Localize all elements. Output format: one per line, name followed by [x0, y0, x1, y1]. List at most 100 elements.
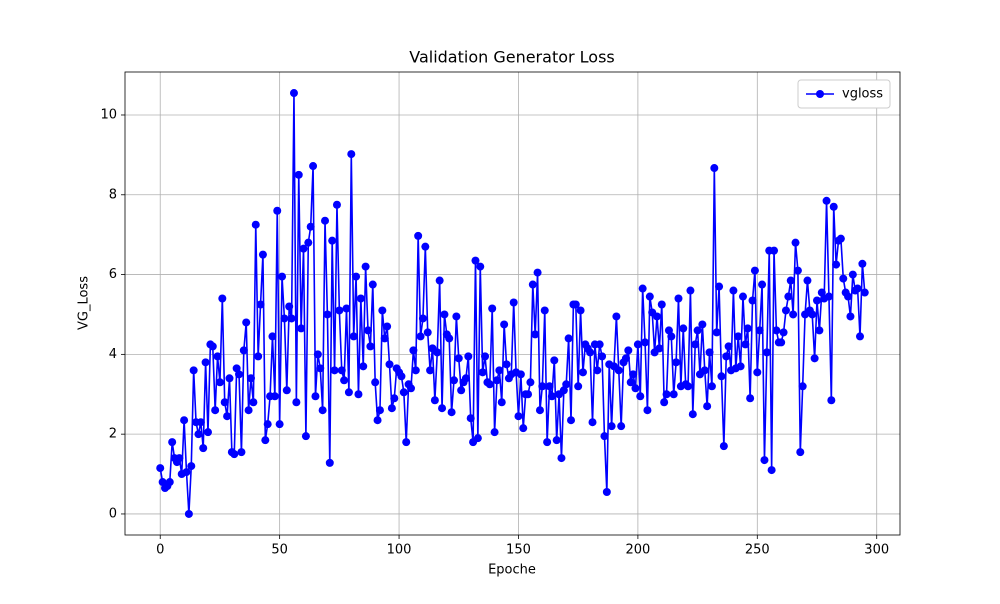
data-point: [839, 274, 848, 283]
data-point: [449, 376, 458, 385]
data-point: [824, 292, 833, 301]
data-point: [299, 244, 308, 253]
data-point: [550, 356, 559, 365]
data-point: [211, 406, 220, 415]
data-point: [406, 384, 415, 393]
data-point: [588, 418, 597, 427]
x-tick-label: 0: [156, 543, 164, 558]
data-point: [414, 231, 423, 240]
y-tick-label: 4: [109, 347, 117, 362]
data-point: [767, 466, 776, 475]
data-point: [789, 310, 798, 319]
data-point: [452, 312, 461, 321]
data-point: [540, 306, 549, 315]
data-point: [817, 288, 826, 297]
data-point: [688, 410, 697, 419]
data-point: [251, 220, 260, 229]
data-point: [461, 374, 470, 383]
y-tick-label: 6: [109, 267, 117, 282]
data-point: [352, 272, 361, 281]
x-tick-label: 150: [506, 543, 531, 558]
data-point: [273, 206, 282, 215]
data-point: [347, 150, 356, 159]
data-point: [323, 310, 332, 319]
data-point: [168, 438, 177, 447]
data-point: [361, 262, 370, 271]
y-axis-label: VG_Loss: [77, 276, 92, 330]
data-point: [710, 164, 719, 173]
legend-marker: [816, 90, 824, 98]
data-point: [421, 242, 430, 251]
data-point: [184, 509, 193, 518]
data-point: [813, 296, 822, 305]
data-point: [760, 456, 769, 465]
data-point: [712, 328, 721, 337]
data-point: [796, 448, 805, 457]
data-point: [514, 412, 523, 421]
data-point: [557, 454, 566, 463]
data-point: [777, 338, 786, 347]
data-point: [258, 250, 267, 259]
data-point: [208, 342, 217, 351]
data-point: [309, 162, 318, 171]
data-point: [199, 444, 208, 453]
data-point: [750, 266, 759, 275]
data-point: [703, 402, 712, 411]
data-point: [304, 238, 313, 247]
data-point: [698, 320, 707, 329]
data-point: [798, 382, 807, 391]
data-point: [165, 478, 174, 487]
data-point: [383, 322, 392, 331]
data-point: [633, 340, 642, 349]
data-point: [562, 380, 571, 389]
data-point: [256, 300, 265, 309]
data-point: [490, 428, 499, 437]
data-point: [354, 390, 363, 399]
data-point: [180, 416, 189, 425]
data-point: [156, 464, 165, 473]
data-point: [502, 360, 511, 369]
data-point: [435, 276, 444, 285]
data-point: [244, 406, 253, 415]
data-point: [571, 300, 580, 309]
data-point: [359, 362, 368, 371]
data-point: [301, 432, 310, 441]
data-point: [375, 406, 384, 415]
data-point: [454, 354, 463, 363]
data-point: [693, 326, 702, 335]
data-point: [528, 280, 537, 289]
data-point: [779, 328, 788, 337]
data-point: [397, 372, 406, 381]
legend-label: vgloss: [842, 87, 883, 102]
data-point: [784, 292, 793, 301]
data-point: [598, 352, 607, 361]
x-tick-label: 100: [387, 543, 412, 558]
data-point: [289, 89, 298, 98]
data-point: [657, 300, 666, 309]
data-point: [836, 234, 845, 243]
data-point: [297, 324, 306, 333]
data-point: [213, 352, 222, 361]
data-point: [810, 354, 819, 363]
data-point: [758, 280, 767, 289]
data-point: [626, 378, 635, 387]
data-point: [430, 396, 439, 405]
data-point: [786, 276, 795, 285]
data-point: [342, 304, 351, 313]
data-point: [230, 450, 239, 459]
data-point: [636, 392, 645, 401]
data-point: [249, 398, 258, 407]
data-point: [686, 286, 695, 295]
data-point: [746, 394, 755, 403]
data-point: [762, 348, 771, 357]
data-point: [559, 386, 568, 395]
x-tick-label: 200: [625, 543, 650, 558]
data-point: [344, 388, 353, 397]
data-point: [827, 396, 836, 405]
data-point: [492, 376, 501, 385]
data-point: [741, 340, 750, 349]
data-point: [263, 420, 272, 429]
data-point: [457, 386, 466, 395]
data-point: [612, 312, 621, 321]
data-point: [500, 320, 509, 329]
